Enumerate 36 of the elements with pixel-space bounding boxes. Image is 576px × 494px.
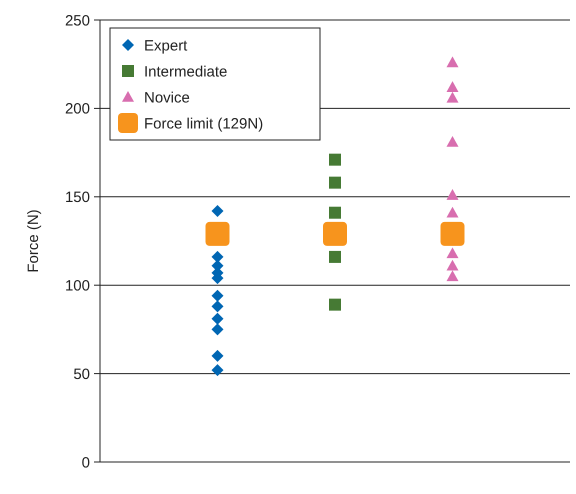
point (212, 364, 224, 376)
point (329, 176, 341, 189)
point (446, 56, 458, 68)
y-tick-label: 0 (82, 454, 90, 472)
point (446, 92, 458, 103)
legend-label: Force limit (129N) (144, 115, 264, 132)
y-tick-label: 250 (64, 12, 90, 30)
y-tick-label: 50 (73, 366, 90, 383)
point (446, 81, 458, 92)
point (212, 290, 224, 302)
point (446, 189, 458, 200)
point (323, 222, 347, 246)
point (446, 206, 458, 218)
y-tick-label: 150 (64, 189, 90, 206)
point (329, 154, 341, 166)
point (446, 260, 458, 271)
point (446, 270, 458, 282)
legend-label: Expert (144, 37, 188, 54)
legend-label: Intermediate (144, 63, 228, 80)
point (212, 350, 224, 362)
point (212, 300, 224, 312)
point (212, 250, 224, 263)
y-tick-label: 200 (64, 100, 90, 118)
point (212, 312, 224, 325)
point (329, 206, 341, 219)
legend-label: Novice (144, 89, 190, 106)
point (212, 323, 224, 336)
point (440, 222, 464, 246)
point (329, 298, 341, 311)
point (446, 247, 458, 258)
point (212, 204, 224, 217)
y-axis-title: Force (N) (25, 209, 42, 273)
y-tick-label: 100 (64, 277, 90, 294)
point (329, 250, 341, 263)
point (206, 222, 230, 246)
point (446, 136, 458, 147)
